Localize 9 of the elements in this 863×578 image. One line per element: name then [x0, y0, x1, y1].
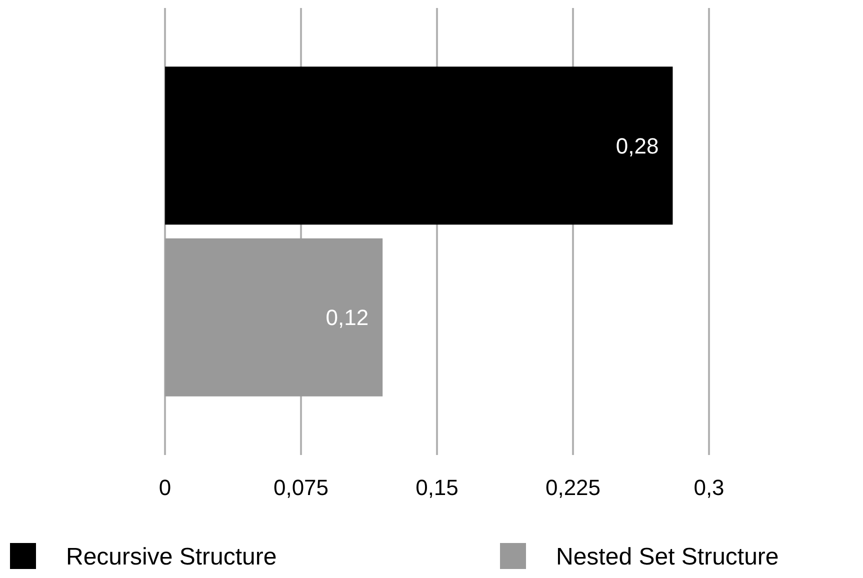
data-label: 0,28: [616, 133, 659, 158]
x-tick-label: 0,3: [694, 475, 724, 500]
legend-label: Nested Set Structure: [556, 543, 779, 570]
data-label: 0,12: [326, 305, 369, 330]
legend-label: Recursive Structure: [66, 543, 277, 570]
x-tick-label: 0: [158, 475, 172, 500]
x-tick-label: 0,225: [545, 475, 601, 500]
x-tick-label: 0,075: [273, 475, 329, 500]
x-tick-label: 0,15: [416, 475, 458, 500]
